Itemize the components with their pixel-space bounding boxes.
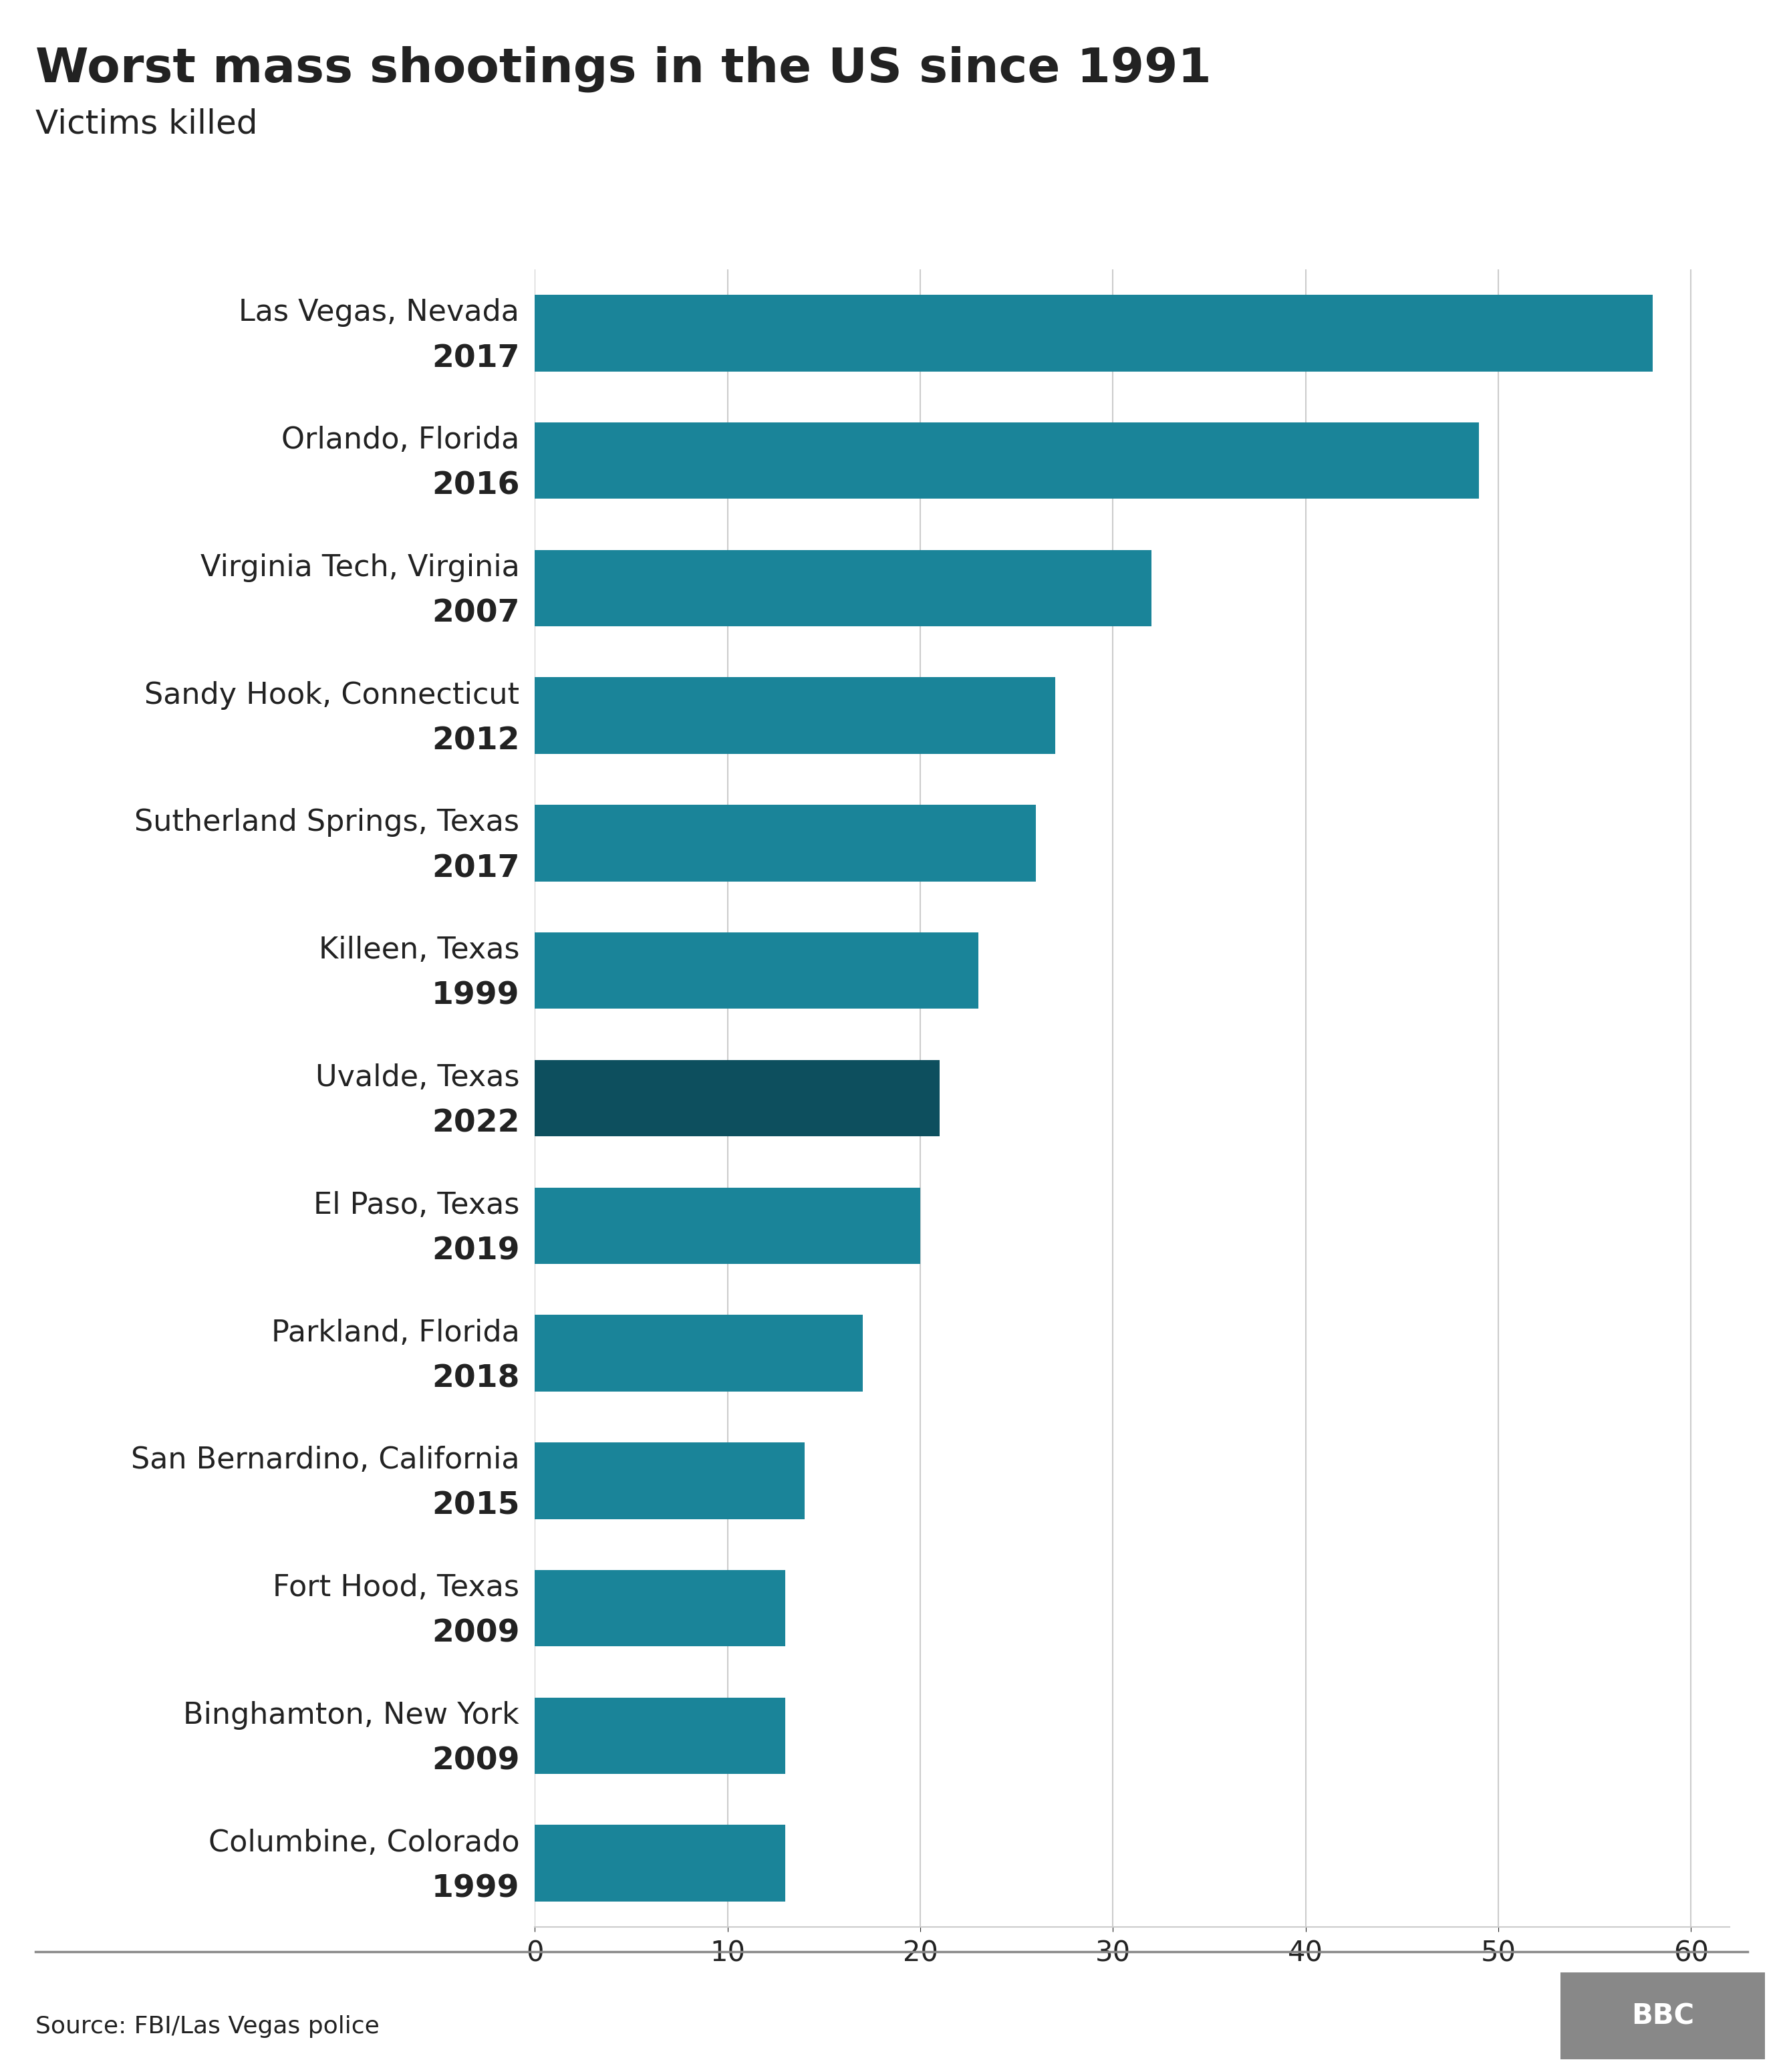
Text: 1999: 1999 (431, 1873, 519, 1904)
Bar (535, 1187, 920, 1264)
Bar (535, 1442, 804, 1519)
Text: Orlando, Florida: Orlando, Florida (282, 427, 519, 454)
Text: Parkland, Florida: Parkland, Florida (271, 1318, 519, 1347)
Text: 2019: 2019 (431, 1237, 519, 1266)
Text: Virginia Tech, Virginia: Virginia Tech, Virginia (200, 553, 519, 582)
Text: El Paso, Texas: El Paso, Texas (314, 1191, 519, 1220)
Text: Victims killed: Victims killed (36, 108, 259, 139)
Bar (535, 678, 1056, 754)
Text: 2017: 2017 (431, 344, 519, 373)
Bar (535, 1061, 940, 1135)
Bar (535, 1571, 785, 1647)
Text: 2015: 2015 (431, 1492, 519, 1521)
Bar (535, 804, 1036, 881)
Text: Binghamton, New York: Binghamton, New York (184, 1701, 519, 1730)
Text: 2016: 2016 (431, 470, 519, 501)
Text: Source: FBI/Las Vegas police: Source: FBI/Las Vegas police (36, 2016, 380, 2037)
Text: 2007: 2007 (431, 599, 519, 628)
Bar (535, 1316, 863, 1392)
Text: Worst mass shootings in the US since 1991: Worst mass shootings in the US since 199… (36, 46, 1212, 91)
Bar (535, 294, 1653, 371)
Text: 2022: 2022 (431, 1109, 519, 1140)
Bar (535, 932, 979, 1009)
Text: 2018: 2018 (431, 1363, 519, 1394)
Text: Sandy Hook, Connecticut: Sandy Hook, Connecticut (144, 682, 519, 709)
Bar (535, 1825, 785, 1902)
Text: 1999: 1999 (431, 982, 519, 1011)
Text: Columbine, Colorado: Columbine, Colorado (209, 1828, 519, 1857)
Text: Las Vegas, Nevada: Las Vegas, Nevada (239, 298, 519, 327)
Text: Uvalde, Texas: Uvalde, Texas (316, 1063, 519, 1092)
Text: 2017: 2017 (431, 854, 519, 883)
Bar (535, 1697, 785, 1774)
Text: 2009: 2009 (431, 1618, 519, 1649)
Text: Fort Hood, Texas: Fort Hood, Texas (273, 1573, 519, 1602)
Text: 2009: 2009 (431, 1747, 519, 1776)
Text: 2012: 2012 (431, 725, 519, 756)
Text: San Bernardino, California: San Bernardino, California (130, 1446, 519, 1475)
Text: Killeen, Texas: Killeen, Texas (319, 937, 519, 966)
Bar (535, 549, 1152, 626)
Text: Sutherland Springs, Texas: Sutherland Springs, Texas (134, 808, 519, 837)
Text: BBC: BBC (1631, 2002, 1694, 2031)
Bar (535, 423, 1480, 499)
